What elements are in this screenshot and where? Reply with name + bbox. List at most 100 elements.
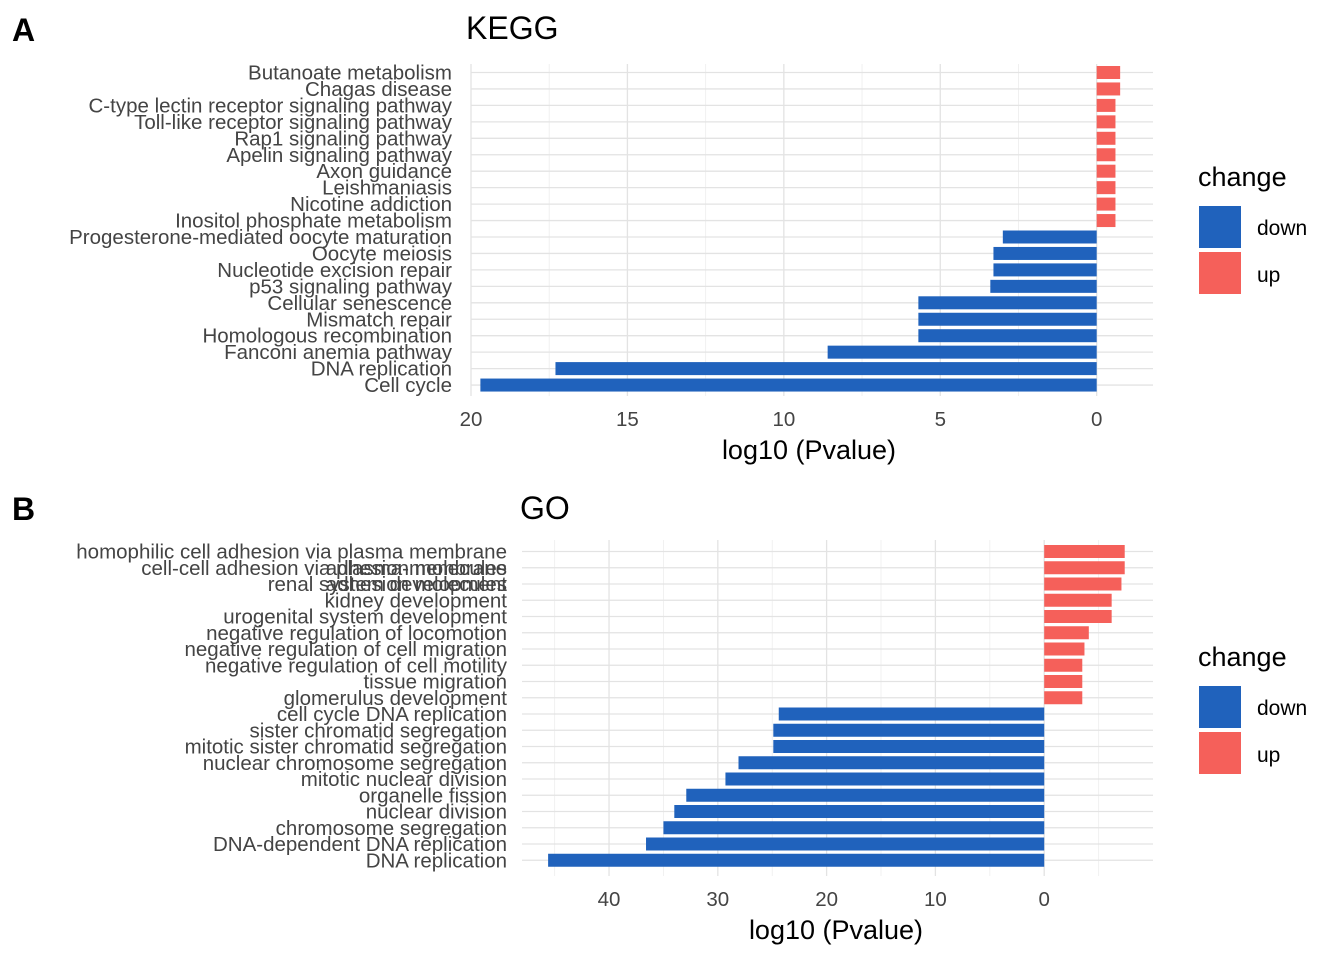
kegg-bar-19 (555, 362, 1097, 376)
go-bar-19 (646, 837, 1045, 851)
go-category-label: nuclear division (366, 801, 507, 824)
kegg-bar-1 (1096, 66, 1121, 79)
go-category-label: cell-cell adhesion via plasma-membrane (141, 557, 507, 580)
go-category-label: organelle fission (359, 784, 507, 807)
go-category-label: nuclear chromosome segregation (203, 752, 507, 775)
kegg-bar-2 (1096, 82, 1121, 96)
go-bar-7 (1044, 642, 1085, 656)
go-category-label: DNA-dependent DNA replication (213, 833, 507, 856)
go-bar-2 (1044, 561, 1125, 575)
kegg-category-label: Nucleotide excision repair (217, 259, 452, 282)
go-bar-5 (1044, 610, 1112, 623)
go-category-label: renal system development (268, 573, 508, 596)
kegg-bar-15 (918, 296, 1097, 310)
go-x-tick-label: 30 (706, 888, 729, 911)
go-x-tick-label: 20 (815, 888, 838, 911)
panel-b-go: B GO homophilic cell adhesion via plasma… (12, 490, 1307, 945)
kegg-x-tick-label: 5 (935, 408, 946, 431)
kegg-bar-7 (1096, 164, 1116, 178)
kegg-category-label: Oocyte meiosis (312, 242, 452, 265)
go-bar-8 (1044, 658, 1083, 672)
go-x-tick-label: 0 (1039, 888, 1050, 911)
go-legend: change down up (1198, 642, 1307, 774)
kegg-legend-swatch-down (1199, 206, 1241, 248)
go-bar-17 (674, 805, 1045, 818)
go-category-label: negative regulation of cell migration (185, 638, 508, 661)
go-category-label: chromosome segregation (276, 817, 507, 840)
kegg-x-tick-label: 20 (460, 408, 483, 431)
kegg-category-label: Inositol phosphate metabolism (175, 210, 452, 233)
kegg-category-label: Butanoate metabolism (248, 62, 452, 85)
go-bar-18 (663, 821, 1045, 835)
kegg-bar-8 (1096, 181, 1116, 195)
kegg-category-label: Axon guidance (316, 160, 452, 183)
kegg-category-label: p53 signaling pathway (249, 275, 453, 298)
kegg-bar-4 (1096, 115, 1116, 129)
kegg-category-label: Cellular senescence (267, 292, 452, 315)
kegg-x-tick-label: 10 (772, 408, 795, 431)
go-bar-4 (1044, 593, 1112, 607)
kegg-legend-title: change (1198, 162, 1287, 192)
go-bar-11 (778, 707, 1045, 721)
kegg-bar-10 (1096, 214, 1116, 228)
kegg-bar-13 (993, 263, 1097, 277)
kegg-category-label: Progesterone-mediated oocyte maturation (69, 226, 452, 249)
kegg-bar-9 (1096, 197, 1116, 211)
kegg-bar-16 (918, 312, 1097, 326)
go-legend-swatch-down (1199, 686, 1241, 728)
go-category-label: adhesion molecules (326, 573, 507, 596)
kegg-bar-20 (480, 378, 1097, 392)
kegg-bar-14 (990, 279, 1097, 293)
go-category-label: DNA replication (366, 849, 507, 872)
panel-tag-b: B (12, 491, 35, 527)
kegg-category-label: Homologous recombination (202, 325, 452, 348)
kegg-bar-5 (1096, 131, 1116, 145)
go-legend-label-down: down (1257, 697, 1307, 720)
kegg-category-label: DNA replication (311, 358, 452, 381)
kegg-bar-12 (993, 246, 1097, 260)
go-chart-title: GO (520, 490, 570, 526)
go-x-tick-label: 40 (598, 888, 621, 911)
kegg-bar-17 (918, 329, 1097, 343)
go-bar-16 (686, 788, 1045, 802)
kegg-category-label: Rap1 signaling pathway (234, 127, 452, 150)
kegg-category-label: Mismatch repair (306, 308, 452, 331)
go-bar-15 (725, 772, 1045, 786)
go-x-tick-label: 10 (924, 888, 947, 911)
go-legend-swatch-up (1199, 732, 1241, 774)
go-bar-12 (773, 723, 1045, 737)
go-bars (548, 545, 1125, 867)
kegg-legend-swatch-up (1199, 252, 1241, 294)
kegg-legend: change down up (1198, 162, 1307, 294)
kegg-x-tick-label: 0 (1091, 408, 1102, 431)
go-category-label: kidney development (325, 589, 508, 612)
go-category-label: tissue migration (363, 671, 507, 694)
go-bar-6 (1044, 626, 1089, 640)
kegg-bar-11 (1002, 230, 1097, 244)
go-legend-label-up: up (1257, 744, 1280, 767)
panel-tag-a: A (12, 12, 35, 48)
kegg-x-tick-labels: 20 15 10 5 0 (460, 408, 1103, 431)
kegg-legend-label-up: up (1257, 264, 1280, 287)
kegg-category-label: Cell cycle (364, 374, 452, 397)
go-category-label: mitotic sister chromatid segregation (185, 736, 507, 759)
kegg-bar-3 (1096, 98, 1116, 112)
kegg-bar-18 (827, 345, 1097, 359)
kegg-bars (480, 66, 1121, 392)
go-bar-3 (1044, 577, 1122, 591)
kegg-x-axis-title: log10 (Pvalue) (722, 435, 896, 465)
kegg-legend-label-down: down (1257, 217, 1307, 240)
go-bar-14 (738, 756, 1045, 770)
go-category-label: sister chromatid segregation (249, 719, 507, 742)
kegg-category-label: Chagas disease (305, 78, 452, 101)
kegg-category-label: Fanconi anemia pathway (224, 341, 453, 364)
go-x-tick-labels: 40 30 20 10 0 (598, 888, 1050, 911)
go-bar-9 (1044, 675, 1083, 688)
kegg-category-label: Toll-like receptor signaling pathway (134, 111, 453, 134)
go-bar-13 (773, 740, 1045, 753)
go-category-label: mitotic nuclear division (301, 768, 507, 791)
kegg-x-tick-label: 15 (616, 408, 639, 431)
